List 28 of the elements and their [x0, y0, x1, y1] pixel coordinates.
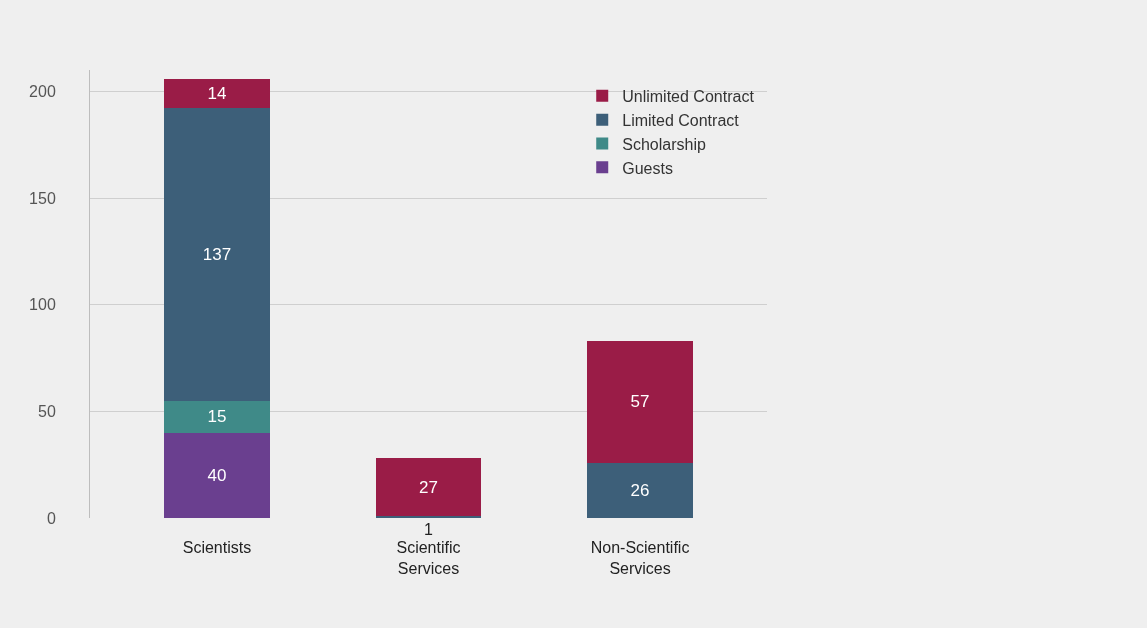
bar — [164, 432, 270, 518]
legend-label: Unlimited Contract — [622, 88, 755, 106]
bar — [587, 340, 693, 463]
x-tick-label: Scientists — [182, 539, 252, 556]
data-label: 27 — [419, 477, 438, 497]
legend-label: Guests — [622, 159, 673, 177]
data-label: 14 — [207, 83, 227, 103]
y-tick-label: 150 — [29, 189, 56, 207]
bar — [587, 462, 693, 518]
y-tick-label: 200 — [29, 82, 56, 100]
legend-label: Limited Contract — [622, 111, 740, 129]
data-label: 1 — [424, 521, 433, 538]
bar — [375, 458, 482, 516]
bar — [164, 78, 270, 109]
y-tick-label: 0 — [46, 509, 56, 527]
x-tick-label: Scientific Services — [396, 539, 461, 577]
bar — [375, 515, 482, 518]
data-label: 137 — [202, 245, 232, 265]
x-tick-label: Non-Scientific Services — [590, 539, 690, 577]
legend-label: Scholarship — [622, 135, 706, 153]
data-label: 26 — [630, 480, 650, 500]
data-label: 15 — [207, 407, 227, 427]
data-label: 40 — [207, 465, 227, 485]
data-label: 57 — [630, 392, 650, 412]
bar — [164, 108, 270, 401]
y-tick-label: 100 — [29, 296, 56, 314]
y-tick-label: 50 — [38, 402, 56, 420]
bar — [164, 400, 270, 433]
